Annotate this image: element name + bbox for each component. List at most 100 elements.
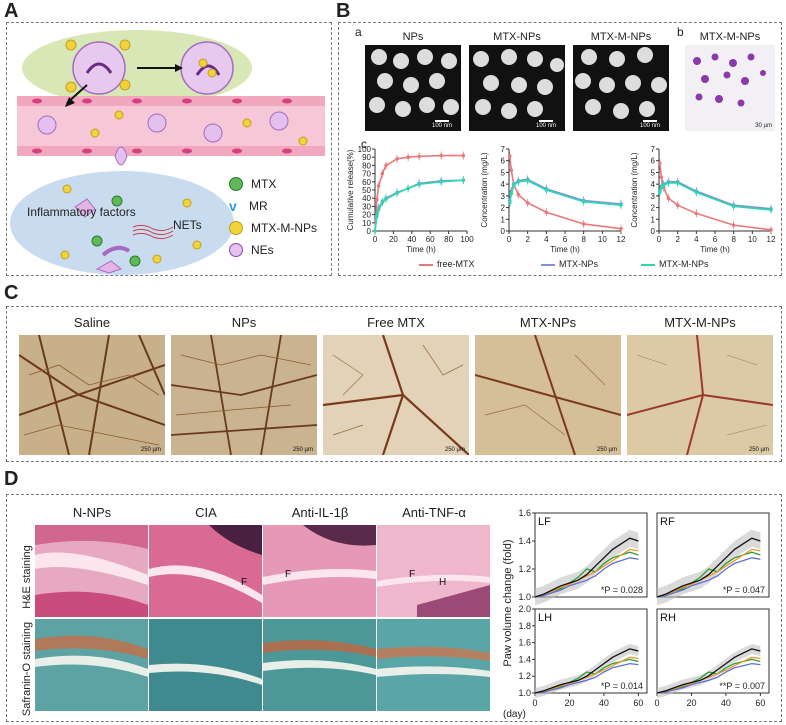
he-image-anti-il1b: F [263,525,376,617]
data-point [525,178,530,183]
y-tick-label: 2 [651,204,656,213]
x-tick-label: 0 [507,235,512,244]
b-legend: free-MTX MTX-NPs MTX-M-NPs [419,259,749,273]
tem-image-mtx-m-nps: 100 nm [573,45,669,131]
series-line-free-mtx [374,154,464,232]
y-tick-label: 80 [362,161,371,170]
panel-label-c: C [4,282,19,304]
nets-label: NETs [173,218,202,232]
scale-bar-nps: 250 µm [292,447,313,453]
y-tick-label: 0 [651,227,656,236]
row-label-safranin: Safranin-O staining [21,621,33,717]
leaf-image-nps: 250 µm [171,335,317,455]
y-tick-label: 1.4 [518,654,531,664]
data-point [544,188,549,192]
subplot-frame [656,512,770,598]
inflammatory-factors-label: Inflammatory factors [27,205,136,219]
data-point [507,154,512,158]
scale-bar-mtx-m-nps: 250 µm [748,447,769,453]
y-tick-label: 4 [501,180,506,189]
data-point [661,183,666,188]
subpanel-label-c: c [361,137,367,151]
data-point [417,154,421,159]
data-point [657,161,662,165]
y-tick-label: 0 [367,227,372,236]
y-tick-label: 2 [501,204,506,213]
x-tick-label: 2 [675,235,680,244]
panel-b: a b c NPs MTX-NPs MTX-M-NPs MTX-M-NPs 10… [338,22,782,276]
y-tick-label: 6 [651,157,656,166]
x-tick-label: 40 [599,698,609,708]
data-point [376,184,381,188]
x-tick-label: 6 [713,235,718,244]
col-title-cia: CIA [195,505,217,520]
y-tick-label: 100 [358,145,372,154]
y-tick-label: 4 [651,180,656,189]
data-point [380,171,385,176]
legend-item-nes: NEs [229,239,329,261]
series-line-black [656,537,761,598]
data-point [376,207,381,212]
data-point [417,182,421,187]
scale-bar-nps: 100 nm [427,120,457,129]
mr-icon: v [229,198,237,214]
x-tick-label: 20 [686,698,696,708]
y-tick-label: 3 [501,192,506,201]
data-point [406,155,410,159]
x-tick-label: 8 [581,235,586,244]
x-tick-label: 2 [525,235,530,244]
data-point [659,175,664,179]
y-axis-label: Concentration (mg/L) [630,152,639,227]
safranin-image-anti-tnfa [377,619,490,711]
x-axis-label: (day) [503,709,526,720]
data-point [666,181,671,185]
legend-label: MTX-M-NPs [659,259,709,269]
optical-image-mtx-m-nps: 30 µm [685,45,775,131]
panel-d: N-NPs CIA Anti-IL-1β Anti-TNF-α H&E stai… [6,494,782,722]
y-tick-label: 60 [362,178,371,187]
tem-particles [575,47,667,119]
data-point [395,157,399,161]
subplot-p-value: **P = 0.007 [719,681,765,691]
series-line-mtx-nps [508,178,622,205]
mtx-icon [229,177,243,191]
data-point [525,201,530,205]
subplot-p-value: *P = 0.028 [601,585,643,595]
subplot-tag: RF [660,516,675,528]
data-point [395,191,399,196]
annotation-f: F [409,569,416,580]
y-axis-label: Concentration (mg/L) [480,152,489,227]
x-tick-label: 20 [564,698,574,708]
he-image-anti-tnfa: F H [377,525,490,617]
data-point [509,191,514,196]
tem-image-nps: 100 nm [365,45,461,131]
optical-title-mtx-m-nps: MTX-M-NPs [699,31,761,43]
panel-label-a: A [4,0,19,22]
y-tick-label: 5 [501,168,506,177]
panel-label-b: B [336,0,351,22]
mtxmnps-icon [229,221,243,235]
tem-title-nps: NPs [402,31,424,43]
data-point [675,181,680,185]
series-line-free-mtx [658,162,772,231]
x-tick-label: 4 [544,235,549,244]
legend-label: free-MTX [437,259,475,269]
series-line-black [534,648,639,694]
subplot-frame [534,608,648,694]
leaf-title-mtx-m-nps: MTX-M-NPs [664,315,736,330]
scale-bar-mtx-nps: 100 nm [531,120,561,129]
legend-label: MTX-M-NPs [251,221,317,235]
y-axis-label: Paw volume change (fold) [502,539,514,666]
y-tick-label: 70 [362,170,371,179]
safranin-image-anti-il1b [263,619,376,711]
data-point [509,168,514,172]
he-image-cia: F [149,525,262,617]
series-line-free-mtx [508,155,622,230]
legend-item-mr: v MR [229,195,329,217]
leaf-title-free-mtx: Free MTX [367,315,425,330]
series-line-orange [656,656,761,694]
y-tick-label: 30 [362,202,371,211]
tem-particles [369,49,459,117]
series-line-orange [534,548,639,598]
data-point [380,200,385,205]
